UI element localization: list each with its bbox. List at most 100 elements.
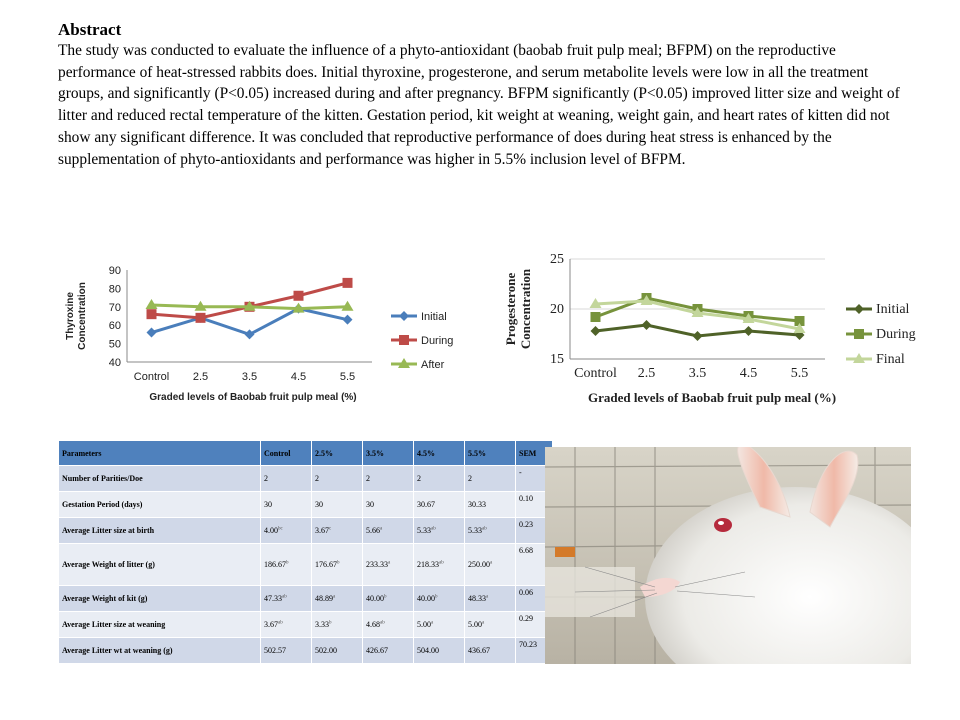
legend-marker xyxy=(854,329,864,339)
table-cell-value: 30 xyxy=(311,491,363,518)
data-point-initial xyxy=(146,327,157,338)
data-point-after xyxy=(292,302,305,313)
table-row: Average Litter size at birth 4.00bc 3.67c 5… xyxy=(58,517,553,544)
data-point-after xyxy=(341,300,354,311)
y-tick-label: 60 xyxy=(109,320,121,332)
significance-superscript: a xyxy=(388,560,391,566)
table-cell-value: 47.33ab xyxy=(260,585,312,612)
table-cell-value: 40.00b xyxy=(413,585,465,612)
data-point-during xyxy=(146,309,157,320)
data-point-during xyxy=(590,312,601,322)
legend-marker xyxy=(854,304,864,314)
table-row: Average Weight of litter (g) 186.67b 176.6… xyxy=(58,543,553,586)
legend-label: Initial xyxy=(876,302,910,317)
significance-superscript: ab xyxy=(482,526,487,532)
table-cell-parameter: Number of Parities/Doe xyxy=(58,465,261,492)
table-cell-value: 30.67 xyxy=(413,491,465,518)
abstract-section: Abstract The study was conducted to eval… xyxy=(58,20,908,170)
significance-superscript: b xyxy=(337,560,340,566)
significance-superscript: a xyxy=(490,560,493,566)
significance-superscript: b xyxy=(329,620,332,626)
table-cell-value: 502.57 xyxy=(260,637,312,664)
table-cell-value: 30.33 xyxy=(464,491,516,518)
legend-marker xyxy=(398,358,410,368)
abstract-heading: Abstract xyxy=(58,20,122,39)
results-table: Parameters Control 2.5% 3.5% 4.5% 5.5% SEM Num… xyxy=(58,440,553,664)
table-cell-parameter: Average Weight of litter (g) xyxy=(58,543,261,586)
x-tick-label: 4.5 xyxy=(291,371,306,383)
table-cell-parameter: Average Litter size at birth xyxy=(58,517,261,544)
table-row: Average Litter size at weaning 3.67ab 3.33… xyxy=(58,611,553,638)
data-point-after xyxy=(145,298,158,309)
significance-superscript: b xyxy=(435,594,438,600)
x-tick-label: 5.5 xyxy=(340,371,355,383)
table-cell-parameter: Average Litter size at weaning xyxy=(58,611,261,638)
table-cell-value: 504.00 xyxy=(413,637,465,664)
data-point-initial xyxy=(641,320,652,330)
table-cell-parameter: Average Weight of kit (g) xyxy=(58,585,261,612)
legend-marker xyxy=(399,335,409,345)
y-axis-title: Concentration xyxy=(77,282,88,350)
thyroxine-chart: 40 50 60 70 80 90 Control 2.5 3.5 4.5 5.5 Initial Du… xyxy=(65,265,453,403)
x-tick-label: 3.5 xyxy=(689,366,707,381)
table-header-cell: 2.5% xyxy=(311,440,363,466)
x-tick-label: 4.5 xyxy=(740,366,758,381)
significance-superscript: ab xyxy=(380,620,385,626)
x-axis-title: Graded levels of Baobab fruit pulp meal … xyxy=(588,390,836,405)
table-cell-value: 40.00b xyxy=(362,585,414,612)
y-tick-label: 90 xyxy=(109,265,121,277)
y-tick-label: 15 xyxy=(550,352,564,367)
data-point-during xyxy=(342,277,353,288)
significance-superscript: b xyxy=(384,594,387,600)
table-row: Number of Parities/Doe 2 2 2 2 2- xyxy=(58,465,553,492)
table-cell-value: 2 xyxy=(413,465,465,492)
y-axis-title: Progesterone xyxy=(503,273,518,346)
data-point-initial xyxy=(342,314,353,325)
y-tick-label: 80 xyxy=(109,283,121,295)
significance-superscript: a xyxy=(333,594,336,600)
data-point-final xyxy=(589,298,602,308)
table-cell-value: 48.33a xyxy=(464,585,516,612)
table-cell-parameter: Average Litter wt at weaning (g) xyxy=(58,637,261,664)
data-point-initial xyxy=(244,329,255,340)
significance-superscript: a xyxy=(486,594,489,600)
table-header-cell: 3.5% xyxy=(362,440,414,466)
data-point-final xyxy=(793,323,806,333)
table-cell-value: 436.67 xyxy=(464,637,516,664)
table-cell-value: 233.33a xyxy=(362,543,414,586)
table-cell-value: 4.68ab xyxy=(362,611,414,638)
y-axis-title: Thyroxine xyxy=(65,292,76,340)
table-cell-value: 5.33ab xyxy=(413,517,465,544)
table-cell-value: 48.89a xyxy=(311,585,363,612)
table-header-cell: 4.5% xyxy=(413,440,465,466)
x-tick-label: 5.5 xyxy=(791,366,809,381)
table-row: Average Litter wt at weaning (g) 502.57 50… xyxy=(58,637,553,664)
x-tick-label: Control xyxy=(134,371,169,383)
y-tick-label: 20 xyxy=(550,302,564,317)
table-header-cell: 5.5% xyxy=(464,440,516,466)
table-cell-value: 3.33b xyxy=(311,611,363,638)
x-axis-title: Graded levels of Baobab fruit pulp meal … xyxy=(149,392,356,403)
data-point-during xyxy=(293,290,304,301)
data-point-initial xyxy=(743,326,754,336)
y-tick-label: 25 xyxy=(550,252,564,267)
table-header-cell: Parameters xyxy=(58,440,261,466)
table-header-row: Parameters Control 2.5% 3.5% 4.5% 5.5% SEM xyxy=(58,440,553,466)
table-cell-value: 3.67ab xyxy=(260,611,312,638)
significance-superscript: ab xyxy=(431,526,436,532)
data-point-after xyxy=(243,300,256,311)
legend-label: During xyxy=(876,327,916,342)
table-cell-value: 4.00bc xyxy=(260,517,312,544)
table-cell-value: 250.00a xyxy=(464,543,516,586)
table-cell-value: 5.00a xyxy=(413,611,465,638)
y-tick-label: 50 xyxy=(109,339,121,351)
significance-superscript: a xyxy=(431,620,434,626)
table-cell-value: 5.33ab xyxy=(464,517,516,544)
table-cell-parameter: Gestation Period (days) xyxy=(58,491,261,518)
legend-label: Initial xyxy=(421,311,447,323)
significance-superscript: b xyxy=(286,560,289,566)
y-tick-label: 70 xyxy=(109,302,121,314)
data-point-final xyxy=(691,307,704,317)
table-cell-value: 502.00 xyxy=(311,637,363,664)
data-point-final xyxy=(742,313,755,323)
